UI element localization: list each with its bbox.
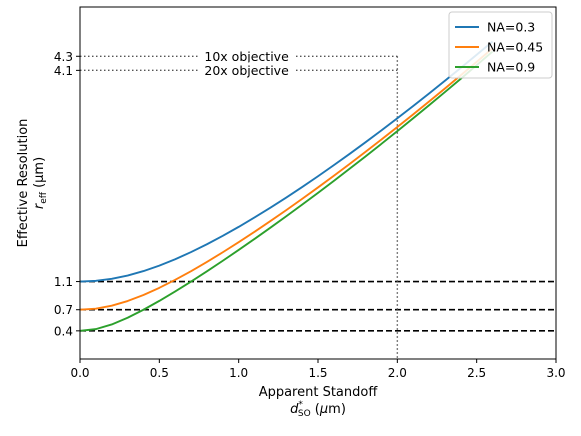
y-axis-unit: (μm) [32,157,47,192]
y-tick-label-3: 4.1 [54,64,73,78]
series-line-1 [80,47,494,311]
x-axis-symbol-main: d [290,402,299,417]
x-axis-symbol-sup: * [298,400,303,410]
x-tick-label-0: 0.0 [70,366,89,380]
y-tick-label-0: 0.4 [54,324,73,338]
y-tick-label-4: 4.3 [54,50,73,64]
ticks-layer: 0.0 0.5 1.0 1.5 2.0 2.5 3.0 0.4 0.7 1.1 4.14.3 [54,50,566,380]
legend-label-1: NA=0.45 [487,40,543,55]
x-axis-symbol: d* SO (μm) [290,400,346,419]
plot-area [80,40,556,359]
x-axis-symbol-sub: SO [298,409,311,419]
y-axis-symbol-main: r [32,202,47,209]
annotation-bg-0 [198,48,295,64]
annotation-bg-1 [198,62,295,78]
legend-label-0: NA=0.3 [487,20,535,35]
x-tick-label-5: 2.5 [467,366,486,380]
x-axis-label: Apparent Standoff [259,385,379,400]
x-tick-label-4: 2.0 [388,366,407,380]
y-tick-label-2: 1.1 [54,275,73,289]
y-axis-label-group: Effective Resolution reff (μm) [16,119,49,248]
x-tick-label-2: 1.0 [229,366,248,380]
y-axis-symbol-sub: eff [39,191,49,204]
x-tick-label-6: 3.0 [546,366,565,380]
y-axis-label: Effective Resolution [16,119,31,248]
legend-label-2: NA=0.9 [487,60,535,75]
legend: NA=0.3 NA=0.45 NA=0.9 [448,11,553,79]
x-tick-label-1: 0.5 [150,366,169,380]
x-tick-label-3: 1.5 [308,366,327,380]
x-axis-unit-mu: μ [319,402,328,417]
legend-box [448,11,553,79]
annotation-text-1: 20x objective [204,63,289,78]
y-axis-symbol: reff (μm) [32,157,49,209]
x-axis-unit-close: m) [328,402,346,417]
series-line-0 [80,40,494,283]
x-axis-unit-open: ( [311,402,320,417]
series-line-2 [80,50,494,332]
y-tick-label-1: 0.7 [54,303,73,317]
annotation-text-0: 10x objective [204,49,289,64]
